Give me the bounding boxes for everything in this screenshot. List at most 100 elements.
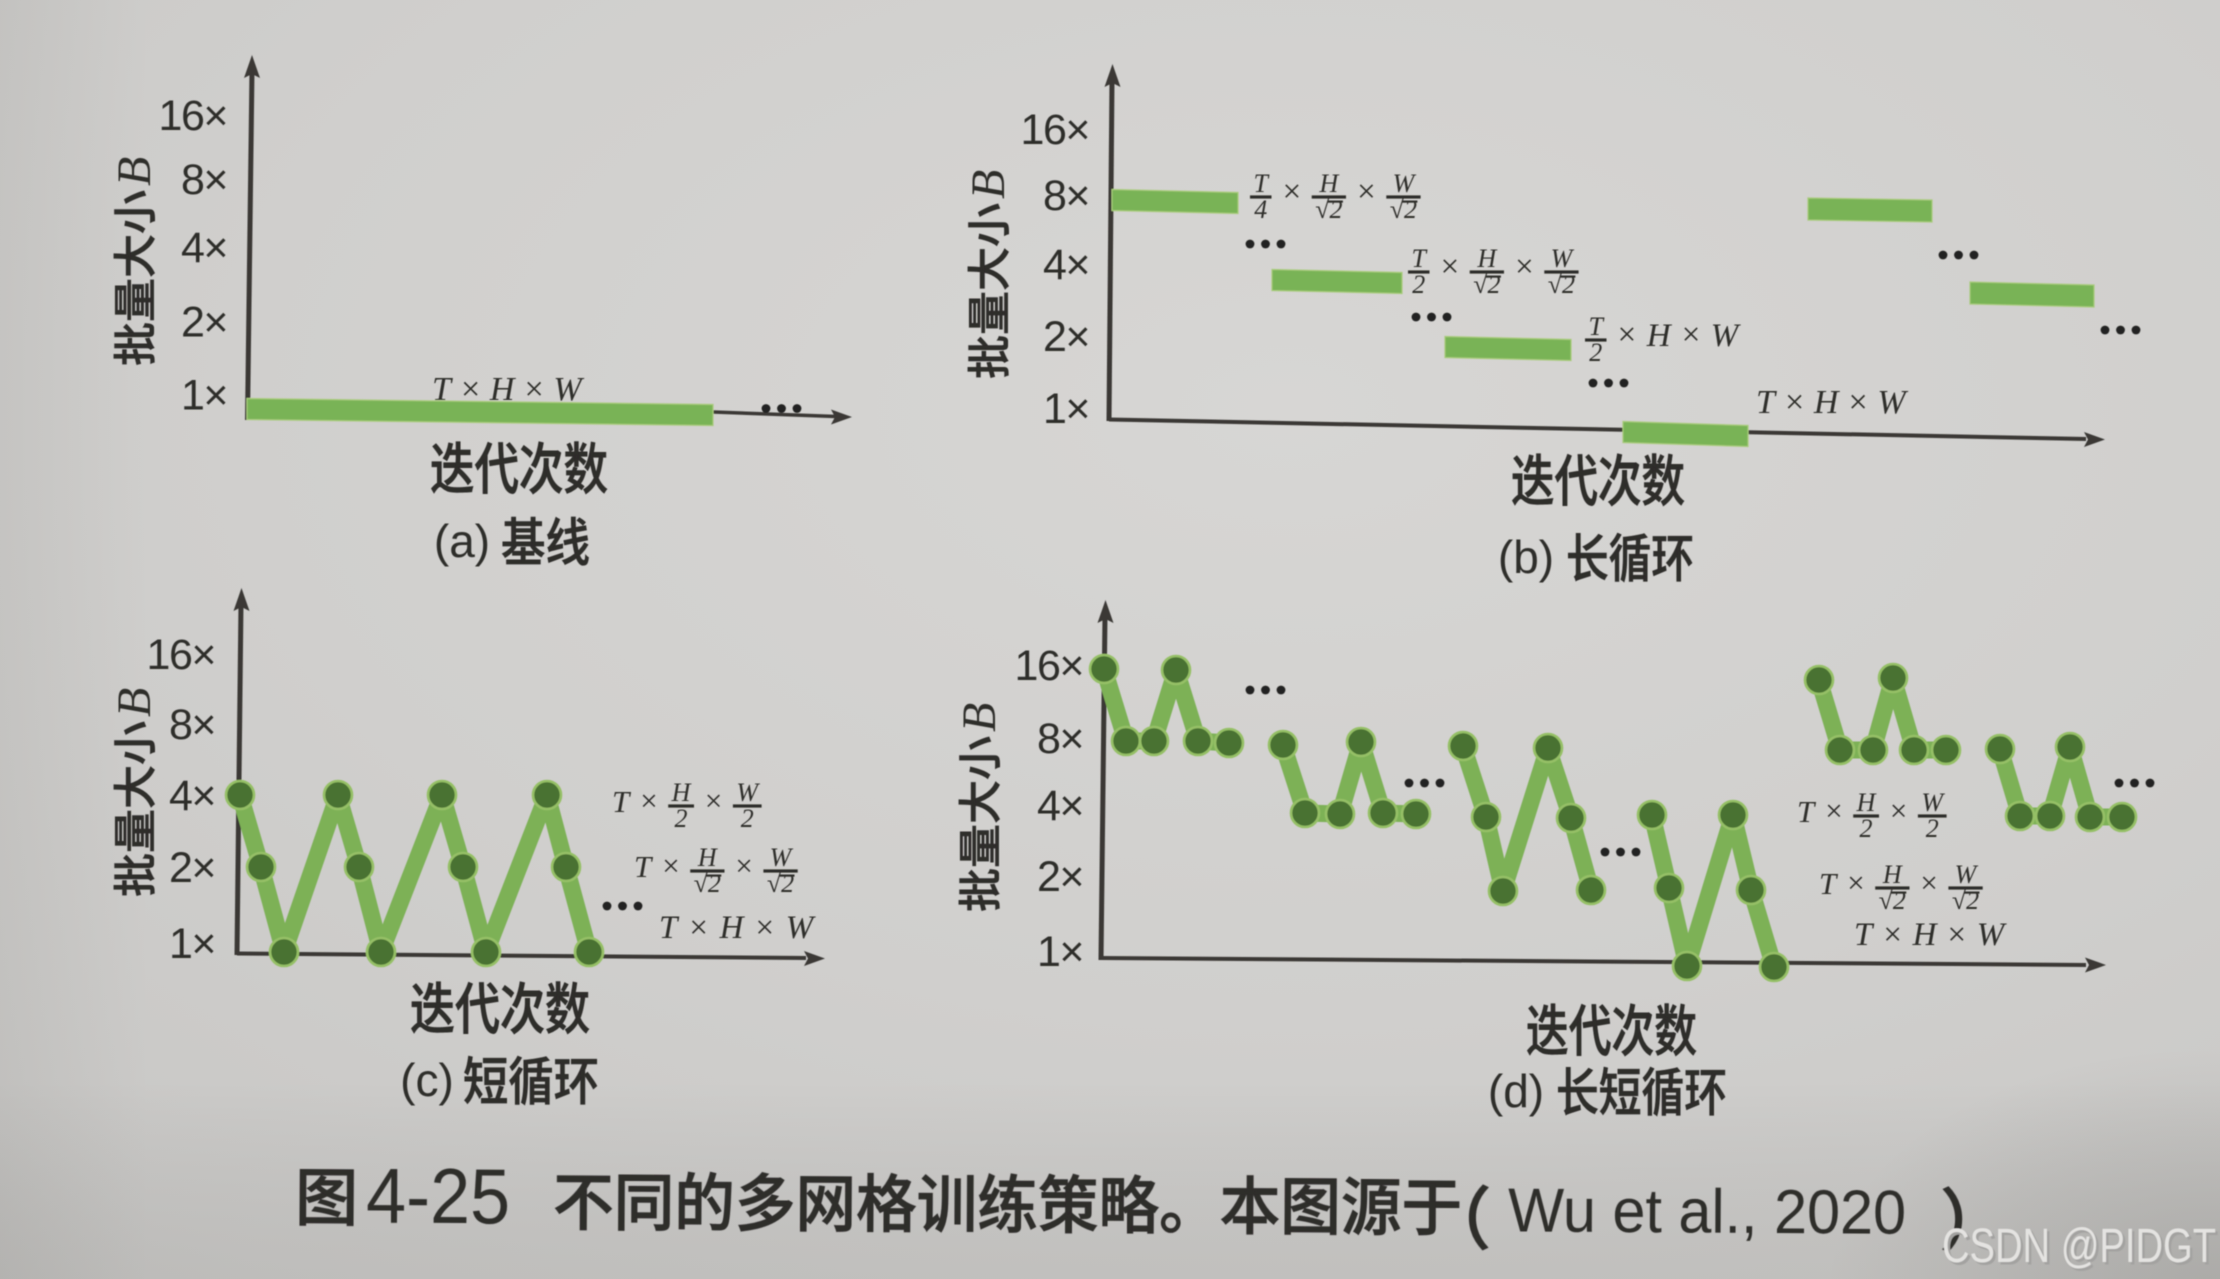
svg-text:2×: 2× [181,299,227,347]
svg-text:√2: √2 [1390,195,1417,224]
svg-text:1×: 1× [1043,385,1089,433]
svg-text:1×: 1× [1037,928,1083,976]
svg-text:(b): (b) [1498,531,1554,583]
svg-text:W: W [1977,917,2007,953]
svg-text:√2: √2 [1548,270,1575,299]
svg-text:2×: 2× [169,844,215,892]
svg-text:2: 2 [1926,814,1939,843]
svg-text:8×: 8× [1037,715,1083,763]
svg-text:×: × [1783,384,1806,421]
svg-text:H: H [1646,318,1673,354]
svg-text:B: B [108,157,161,186]
svg-text:×: × [1616,317,1638,353]
svg-text:4×: 4× [169,772,215,820]
svg-text:H: H [1319,169,1340,198]
svg-text:(c): (c) [400,1054,454,1106]
svg-text:8×: 8× [1043,172,1089,220]
svg-text:2: 2 [1589,338,1602,367]
svg-text:B: B [962,170,1015,199]
svg-text:T: T [1411,244,1427,273]
svg-text:×: × [1918,865,1939,900]
svg-text:1×: 1× [181,372,227,420]
svg-text:×: × [638,783,659,818]
svg-text:T: T [1756,384,1777,421]
svg-text:16×: 16× [1021,106,1089,154]
svg-text:T: T [612,784,632,819]
svg-text:16×: 16× [159,92,227,140]
svg-text:T: T [634,849,654,884]
svg-text:×: × [687,910,709,946]
svg-text:√2: √2 [1473,270,1500,299]
svg-text:×: × [1281,174,1303,210]
svg-text:H: H [1477,244,1498,273]
svg-text:×: × [703,783,724,818]
svg-text:H: H [697,843,718,872]
svg-text:W: W [1955,860,1979,889]
svg-text:√2: √2 [1952,886,1979,915]
svg-text:2×: 2× [1037,853,1083,901]
svg-text:16×: 16× [147,631,215,679]
svg-text:H: H [1882,860,1903,889]
svg-text:8×: 8× [169,701,215,749]
svg-text:×: × [753,910,775,946]
svg-text:√2: √2 [1879,886,1906,915]
svg-text:×: × [522,371,545,408]
svg-text:×: × [1680,317,1702,353]
svg-text:×: × [1845,865,1866,900]
svg-text:×: × [1888,793,1909,828]
svg-text:W: W [1877,384,1908,421]
svg-text:W: W [1393,169,1417,198]
svg-text:T: T [1819,866,1839,901]
svg-text:W: W [1551,244,1575,273]
svg-text:2: 2 [1412,270,1425,299]
svg-text:×: × [1355,174,1377,210]
svg-text:T: T [659,910,680,946]
svg-text:W: W [736,778,760,807]
svg-text:4×: 4× [1043,241,1089,289]
svg-text:8×: 8× [181,156,227,204]
svg-text:T: T [1797,794,1817,829]
svg-text:W: W [770,843,794,872]
svg-text:(d): (d) [1488,1065,1544,1117]
svg-text:Wu et al., 2020: Wu et al., 2020 [1508,1176,1906,1247]
svg-text:×: × [1945,917,1967,953]
svg-text:×: × [1823,793,1844,828]
svg-text:T: T [1253,169,1269,198]
svg-text:2×: 2× [1043,313,1089,361]
svg-text:×: × [1846,384,1869,421]
svg-text:×: × [660,848,681,883]
svg-text:W: W [553,371,584,408]
svg-text:T: T [1854,917,1875,953]
svg-text:H: H [671,778,692,807]
svg-text:4×: 4× [181,224,227,272]
svg-text:×: × [1439,249,1461,285]
svg-text:×: × [733,848,754,883]
svg-text:B: B [953,703,1006,732]
svg-text:H: H [489,371,517,408]
svg-text:2: 2 [675,804,688,833]
svg-text:√2: √2 [1315,195,1342,224]
svg-text:×: × [459,371,482,408]
svg-text:W: W [786,910,816,946]
svg-text:H: H [719,910,746,946]
svg-text:4×: 4× [1037,782,1083,830]
svg-text:(a): (a) [434,515,490,567]
svg-text:×: × [1513,249,1535,285]
svg-text:T: T [432,371,453,408]
svg-text:4: 4 [1254,195,1267,224]
svg-text:T: T [1588,312,1604,341]
svg-text:H: H [1856,788,1877,817]
svg-text:√2: √2 [694,869,721,898]
svg-text:H: H [1813,384,1841,421]
svg-text:1×: 1× [169,920,215,968]
svg-text:W: W [1711,318,1741,354]
svg-text:W: W [1921,788,1945,817]
svg-text:16×: 16× [1015,642,1083,690]
svg-text:×: × [1881,917,1903,953]
svg-text:H: H [1912,917,1939,953]
svg-text:2: 2 [741,804,754,833]
svg-text:√2: √2 [767,869,794,898]
svg-text:CSDN @PIDGT: CSDN @PIDGT [1945,1223,2219,1276]
svg-text:2: 2 [1860,814,1873,843]
svg-text:B: B [108,688,161,717]
